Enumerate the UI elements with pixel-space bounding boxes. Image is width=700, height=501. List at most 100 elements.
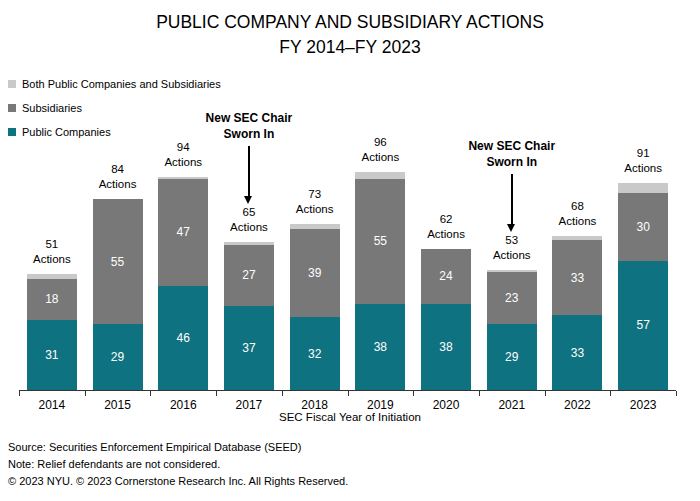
bar-segment-label: 32 (308, 347, 321, 361)
x-axis-title: SEC Fiscal Year of Initiation (0, 411, 700, 423)
tick-mark (610, 391, 611, 396)
bar-segment: 18 (27, 279, 77, 320)
bar-segment-label: 39 (308, 266, 321, 280)
total-suffix: Actions (624, 161, 662, 176)
annotation-text: New SEC ChairSworn In (189, 110, 309, 142)
year-label: 2017 (214, 398, 284, 412)
footnote-copyright: © 2023 NYU. © 2023 Cornerstone Research … (8, 473, 348, 490)
bar-segment: 27 (224, 245, 274, 306)
chart-area: 311851Actions2014295584Actions2015464794… (0, 0, 700, 501)
bar-segment: 38 (421, 304, 471, 390)
tick-mark (479, 391, 480, 396)
year-label: 2023 (608, 398, 678, 412)
annotation-arrow-line (511, 174, 513, 225)
bar-segment: 55 (355, 179, 405, 304)
bar-total-label: 91Actions (608, 146, 678, 176)
bar-segment (487, 270, 537, 272)
year-label: 2020 (411, 398, 481, 412)
total-value: 51 (45, 237, 58, 252)
bar-segment-label: 47 (177, 225, 190, 239)
tick-mark (19, 391, 20, 396)
bar-segment: 33 (552, 315, 602, 390)
bar-segment-label: 55 (374, 234, 387, 248)
total-value: 53 (505, 233, 518, 248)
bar-segment-label: 38 (374, 340, 387, 354)
annotation-line2: Sworn In (486, 154, 537, 170)
annotation-arrow-head (507, 224, 515, 232)
total-suffix: Actions (361, 150, 399, 165)
bar-segment-label: 27 (242, 268, 255, 282)
bar-segment: 30 (618, 193, 668, 261)
bar-total-label: 73Actions (280, 187, 350, 217)
total-suffix: Actions (99, 177, 137, 192)
total-suffix: Actions (493, 248, 531, 263)
bar-total-label: 62Actions (411, 212, 481, 242)
annotation-line2: Sworn In (224, 126, 275, 142)
bar-segment-label: 24 (439, 269, 452, 283)
footnotes: Source: Securities Enforcement Empirical… (8, 439, 348, 490)
tick-mark (413, 391, 414, 396)
bar-segment-label: 23 (505, 291, 518, 305)
tick-mark (282, 391, 283, 396)
total-value: 96 (374, 135, 387, 150)
bar-segment: 38 (355, 304, 405, 390)
year-label: 2019 (345, 398, 415, 412)
bar-segment (158, 177, 208, 179)
bar-segment-label: 31 (45, 348, 58, 362)
bar-segment: 24 (421, 249, 471, 303)
bar-segment (27, 274, 77, 279)
bar-total-label: 65Actions (214, 205, 284, 235)
footnote-note: Note: Relief defendants are not consider… (8, 456, 348, 473)
bar-segment: 39 (290, 229, 340, 318)
bar-segment (355, 172, 405, 179)
annotation-line1: New SEC Chair (206, 110, 293, 126)
total-suffix: Actions (296, 202, 334, 217)
total-value: 73 (308, 187, 321, 202)
bar-segment-label: 33 (571, 271, 584, 285)
tick-mark (676, 391, 677, 396)
annotation-arrow-line (248, 146, 250, 197)
tick-mark (348, 391, 349, 396)
bar-segment-label: 55 (111, 255, 124, 269)
bar-total-label: 51Actions (17, 237, 87, 267)
year-label: 2021 (477, 398, 547, 412)
bar-segment-label: 18 (45, 292, 58, 306)
bar-segment: 32 (290, 317, 340, 390)
total-value: 84 (111, 162, 124, 177)
bar-total-label: 68Actions (542, 199, 612, 229)
bar-total-label: 96Actions (345, 135, 415, 165)
bar-total-label: 94Actions (148, 140, 218, 170)
bar-segment-label: 29 (111, 350, 124, 364)
total-suffix: Actions (559, 214, 597, 229)
year-label: 2018 (280, 398, 350, 412)
bar-segment (618, 183, 668, 192)
tick-mark (85, 391, 86, 396)
bar-segment (552, 236, 602, 241)
total-value: 65 (243, 205, 256, 220)
bar-segment-label: 30 (636, 220, 649, 234)
tick-mark (150, 391, 151, 396)
bar-segment-label: 37 (242, 341, 255, 355)
bar-segment: 55 (93, 199, 143, 324)
bar-segment: 31 (27, 320, 77, 390)
bar-segment (224, 242, 274, 244)
bar-segment-label: 29 (505, 350, 518, 364)
bar-segment: 57 (618, 261, 668, 390)
annotation-line1: New SEC Chair (468, 138, 555, 154)
bar-segment-label: 33 (571, 346, 584, 360)
total-suffix: Actions (164, 155, 202, 170)
total-value: 91 (637, 146, 650, 161)
bar-segment: 37 (224, 306, 274, 390)
bar-segment-label: 38 (439, 340, 452, 354)
annotation-text: New SEC ChairSworn In (452, 138, 572, 170)
bar-segment: 23 (487, 272, 537, 324)
bar-segment: 29 (487, 324, 537, 390)
tick-mark (216, 391, 217, 396)
total-value: 68 (571, 199, 584, 214)
bar-segment (290, 224, 340, 229)
total-value: 94 (177, 140, 190, 155)
bar-segment-label: 46 (177, 331, 190, 345)
bar-segment: 33 (552, 240, 602, 315)
year-label: 2022 (542, 398, 612, 412)
year-label: 2016 (148, 398, 218, 412)
